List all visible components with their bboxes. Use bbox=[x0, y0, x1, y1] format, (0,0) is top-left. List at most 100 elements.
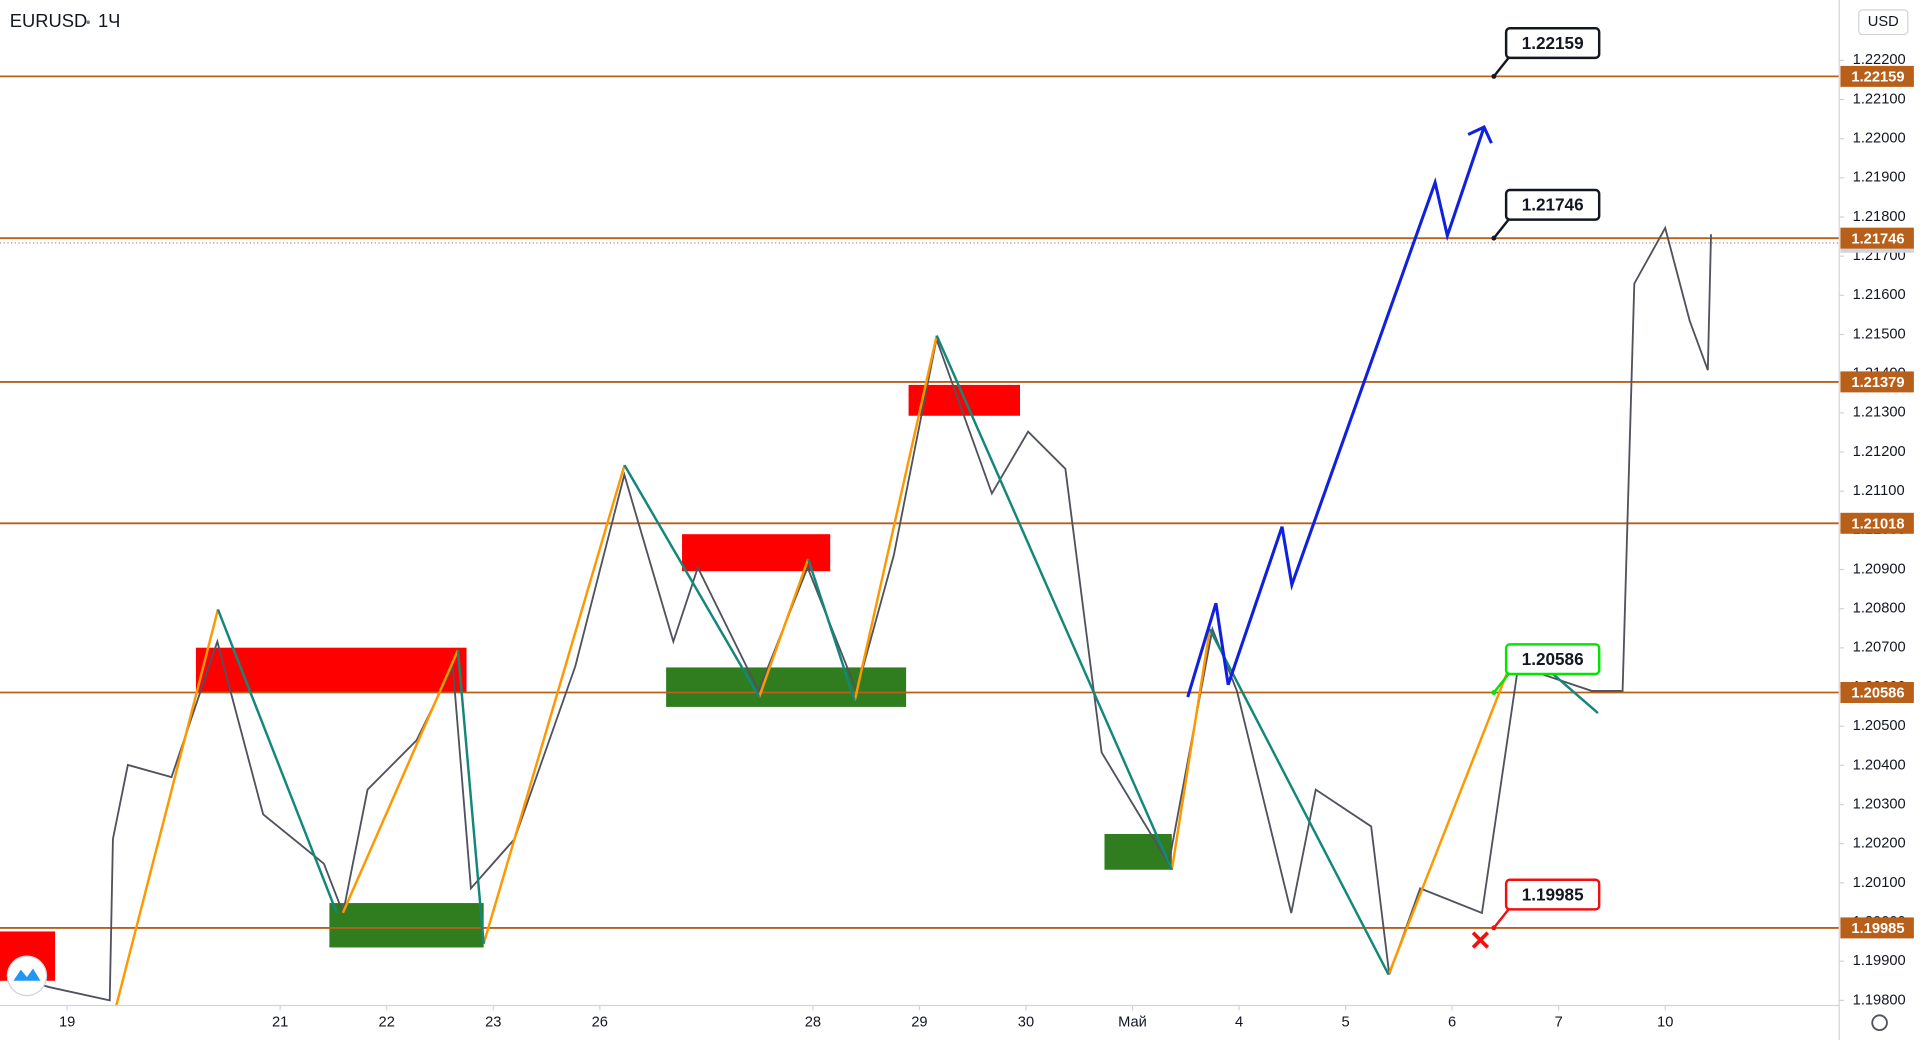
y-tick-label: 1.19800 bbox=[1853, 992, 1906, 1008]
zigzag-leg bbox=[758, 558, 810, 698]
logo bbox=[6, 955, 48, 997]
axis-layer: 1.198001.199001.200001.201001.202001.203… bbox=[59, 52, 1914, 1031]
supply-zone bbox=[682, 534, 831, 572]
currency-button[interactable] bbox=[1858, 9, 1909, 36]
zigzag-leg bbox=[456, 650, 485, 944]
y-tick-label: 1.21800 bbox=[1853, 209, 1906, 225]
zigzag bbox=[115, 125, 1599, 1006]
y-tick-label: 1.22100 bbox=[1853, 91, 1906, 107]
x-tick-label: 10 bbox=[1657, 1015, 1673, 1031]
x-tick-label: 21 bbox=[272, 1015, 288, 1031]
level-tag-label: 1.20586 bbox=[1851, 686, 1904, 702]
callout-label: 1.21746 bbox=[1522, 195, 1584, 215]
y-tick-label: 1.21500 bbox=[1853, 326, 1906, 342]
zigzag-leg bbox=[1387, 643, 1520, 976]
level-tag bbox=[1840, 917, 1914, 939]
callout-pointer bbox=[1492, 673, 1510, 694]
price-layer bbox=[6, 225, 1712, 1002]
settings-button[interactable] bbox=[1871, 1014, 1888, 1032]
separator-dot bbox=[86, 20, 90, 25]
x-tick-label: 22 bbox=[379, 1015, 395, 1031]
y-tick-label: 1.21200 bbox=[1853, 444, 1906, 460]
zigzag-leg bbox=[216, 608, 338, 914]
projection-arrowhead bbox=[1467, 125, 1493, 144]
y-tick-label: 1.20100 bbox=[1853, 875, 1906, 891]
zigzag-leg bbox=[1170, 628, 1212, 870]
level-tag-label: 1.21379 bbox=[1851, 375, 1904, 391]
y-tick-label: 1.21900 bbox=[1853, 170, 1906, 186]
callout-layer: 1.22159 1.21746 1.20586 1.19985 bbox=[1491, 27, 1601, 931]
level-tag-label: 1.22159 bbox=[1851, 69, 1904, 85]
y-tick-label: 1.20900 bbox=[1853, 561, 1906, 577]
zigzag-leg bbox=[341, 649, 460, 914]
demand-zone bbox=[666, 667, 907, 707]
callout-anchor bbox=[1491, 235, 1497, 241]
symbol: EURUSD bbox=[10, 10, 88, 31]
x-tick-label: 7 bbox=[1555, 1015, 1563, 1031]
level-tag-label: 1.21018 bbox=[1851, 516, 1904, 532]
zigzag-leg bbox=[482, 464, 626, 945]
zones bbox=[0, 384, 1172, 981]
level-tag-label: 1.19985 bbox=[1851, 921, 1904, 937]
y-tick-label: 1.22000 bbox=[1853, 131, 1906, 147]
y-tick-label: 1.20200 bbox=[1853, 836, 1906, 852]
y-tick-label: 1.20400 bbox=[1853, 757, 1906, 773]
callout-pointer bbox=[1492, 908, 1510, 929]
callout-anchor bbox=[1491, 73, 1497, 79]
level-tag bbox=[1840, 65, 1914, 87]
y-tick-label: 1.21600 bbox=[1853, 287, 1906, 303]
x-tick-label: 23 bbox=[485, 1015, 501, 1031]
level-tag bbox=[1840, 682, 1914, 703]
x-tick-label: 5 bbox=[1342, 1015, 1350, 1031]
x-tick-label: Май bbox=[1118, 1015, 1147, 1031]
zigzag-leg bbox=[853, 335, 938, 702]
callout-box bbox=[1504, 188, 1601, 221]
demand-zone bbox=[329, 903, 484, 948]
callout-label: 1.22159 bbox=[1522, 33, 1584, 53]
callout-label: 1.20586 bbox=[1522, 649, 1584, 669]
zigzag-leg bbox=[623, 464, 761, 698]
x-tick-label: 30 bbox=[1018, 1015, 1034, 1031]
callout-box bbox=[1504, 27, 1601, 60]
zigzag-leg bbox=[807, 558, 856, 702]
zigzag-leg bbox=[1208, 628, 1390, 976]
level-tag bbox=[1840, 371, 1914, 393]
y-tick-label: 1.22200 bbox=[1853, 52, 1906, 68]
price-line bbox=[6, 225, 1712, 1002]
levels-layer bbox=[0, 75, 1840, 929]
level-tag bbox=[1840, 512, 1914, 534]
x-tick-label: 19 bbox=[59, 1015, 75, 1031]
interval: 1Ч bbox=[98, 10, 120, 31]
y-tick-label: 1.20700 bbox=[1853, 640, 1906, 656]
logo-mark bbox=[13, 968, 41, 981]
stop-cross bbox=[1471, 931, 1490, 949]
level-tag-label: 1.21746 bbox=[1851, 231, 1904, 247]
x-tick-label: 4 bbox=[1235, 1015, 1243, 1031]
y-tick-label: 1.21100 bbox=[1853, 483, 1905, 499]
stop-mark bbox=[1471, 931, 1490, 949]
x-tick-label: 29 bbox=[911, 1015, 927, 1031]
y-tick-label: 1.20500 bbox=[1853, 718, 1906, 734]
y-tick-label: 1.21300 bbox=[1853, 405, 1906, 421]
currency[interactable]: USD bbox=[1868, 14, 1899, 30]
zigzag-down bbox=[216, 335, 1599, 976]
zigzag-up bbox=[115, 335, 1520, 1006]
y-tick-label: 1.19900 bbox=[1853, 953, 1906, 969]
y-tick-label: 1.20800 bbox=[1853, 601, 1906, 617]
callout-anchor bbox=[1491, 690, 1497, 695]
zigzag-leg bbox=[115, 609, 220, 1006]
y-tick-label: 1.20300 bbox=[1853, 796, 1906, 812]
x-tick-label: 6 bbox=[1448, 1015, 1456, 1031]
zigzag-leg bbox=[935, 335, 1173, 871]
x-tick-label: 26 bbox=[592, 1015, 608, 1031]
callout-label: 1.19985 bbox=[1522, 884, 1584, 904]
projection-path bbox=[1186, 126, 1486, 698]
callout-pointer bbox=[1492, 218, 1510, 239]
callout-anchor bbox=[1491, 925, 1497, 931]
callout-box bbox=[1504, 643, 1601, 676]
callout-box bbox=[1504, 878, 1601, 911]
level-tag bbox=[1840, 227, 1914, 249]
